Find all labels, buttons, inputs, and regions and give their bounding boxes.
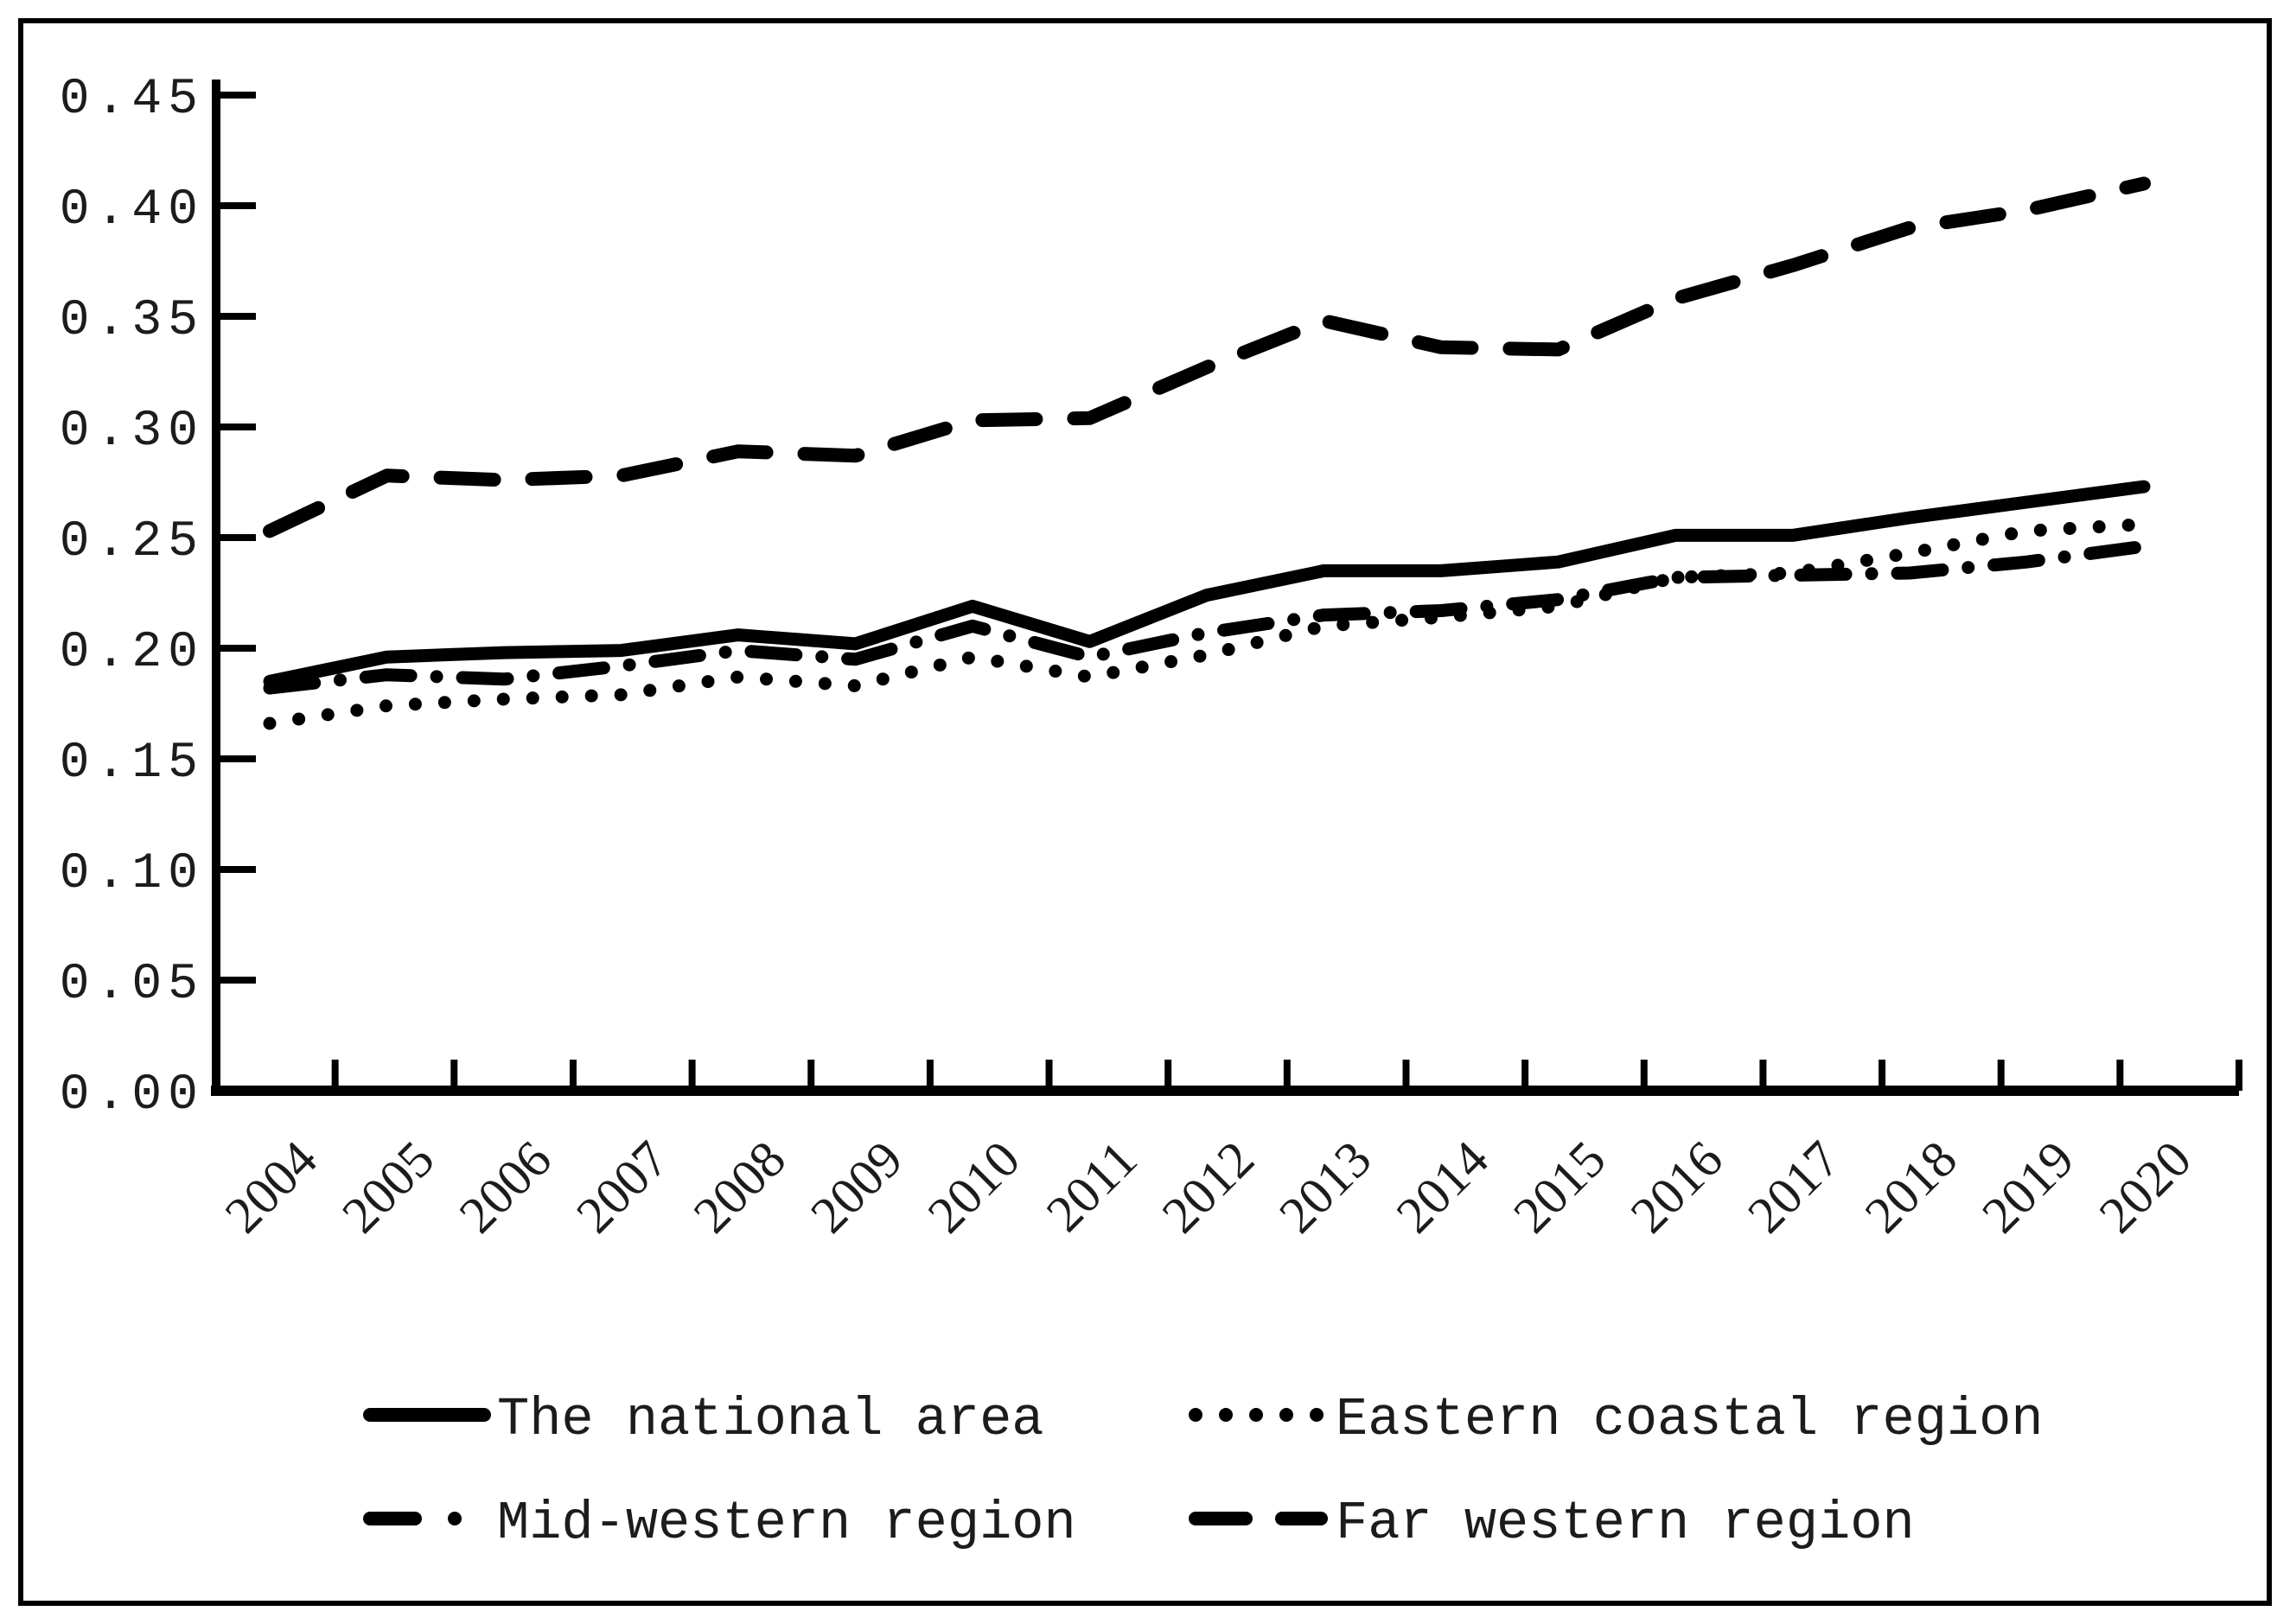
legend-label: Far western region [1336,1493,1915,1554]
legend-label: Mid-western region [497,1493,1076,1554]
y-tick-label: 0.30 [60,404,204,460]
y-tick-label: 0.20 [60,625,204,681]
series-line-dash-dot [263,539,2151,695]
y-tick-label: 0.25 [60,514,204,570]
y-tick-label: 0.00 [60,1067,204,1124]
series-line-dotted [263,518,2151,730]
series-line-solid [263,480,2151,688]
series-line-long-dash [263,176,2151,538]
y-tick-label: 0.15 [60,736,204,792]
y-tick-label: 0.40 [60,182,204,239]
y-tick-label: 0.35 [60,293,204,349]
legend-label: The national area [497,1389,1044,1450]
y-tick-label: 0.45 [60,72,204,128]
y-tick-label: 0.05 [60,957,204,1013]
legend-label: Eastern coastal region [1336,1389,2044,1450]
y-tick-label: 0.10 [60,846,204,902]
figure-frame [18,18,2272,1606]
